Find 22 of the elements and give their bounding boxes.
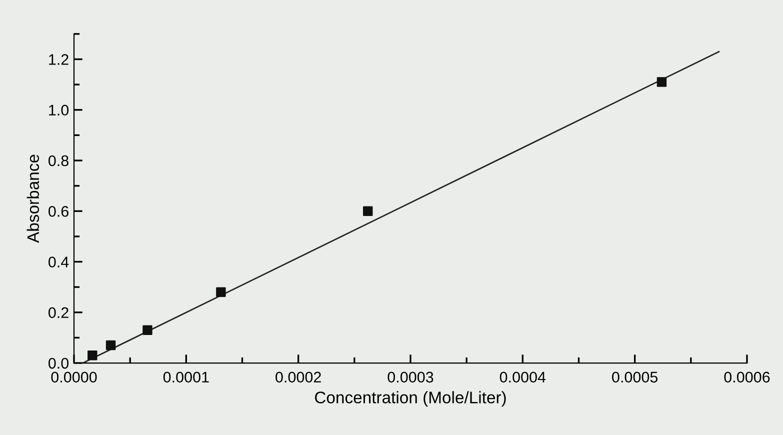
x-tick-label: 0.0002 — [276, 372, 321, 383]
y-tick-label: 1.2 — [49, 54, 68, 65]
y-tick-label: 0.8 — [48, 155, 68, 166]
point — [106, 340, 116, 350]
x-tick-label: 0.0000 — [51, 372, 97, 383]
point — [142, 325, 152, 335]
x-tick-label: 0.0006 — [724, 372, 770, 383]
y-tick-label: 0.0 — [48, 358, 69, 369]
point — [656, 77, 667, 87]
x-tick-label: 0.0001 — [163, 372, 209, 383]
point — [363, 206, 373, 216]
y-axis-title: Absorbance — [26, 154, 40, 243]
x-tick-label: 0.0005 — [612, 372, 658, 383]
y-tick-label: 0.6 — [48, 206, 68, 217]
point — [88, 350, 98, 360]
x-axis-title: Concentration (Mole/Liter) — [315, 391, 506, 407]
y-tick-label: 1.0 — [49, 104, 69, 116]
x-tick-label: 0.0004 — [500, 372, 546, 383]
y-tick-label: 0.2 — [48, 307, 68, 318]
point — [216, 287, 226, 297]
x-tick-label: 0.0003 — [388, 372, 434, 383]
y-tick-label: 0.4 — [48, 256, 69, 268]
